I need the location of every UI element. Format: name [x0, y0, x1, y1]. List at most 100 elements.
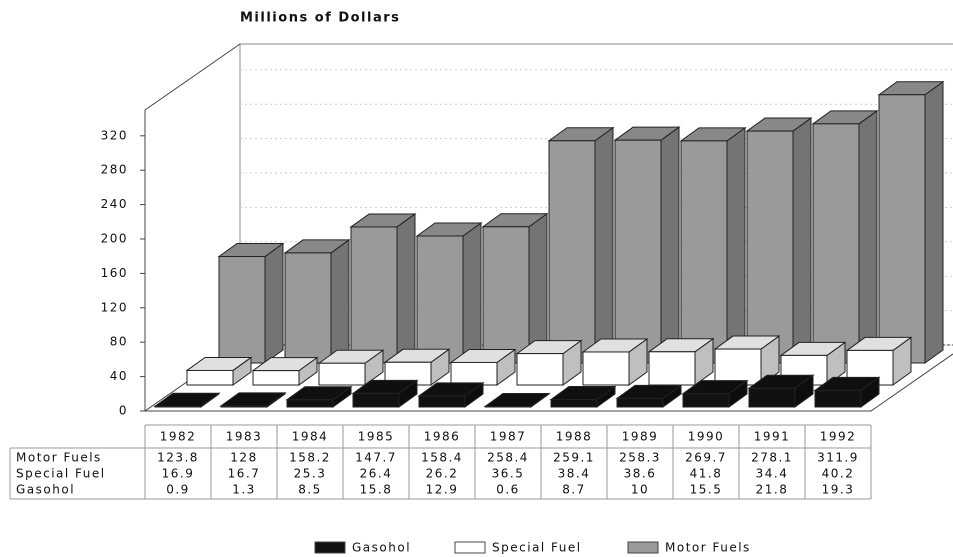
table-value: 38.4: [558, 467, 591, 481]
y-tick-label: 120: [101, 300, 128, 314]
bar: [251, 356, 319, 386]
bar-side: [594, 126, 614, 364]
table-value: 25.3: [294, 467, 327, 481]
table-value: 158.4: [421, 451, 463, 465]
bar: [483, 392, 551, 408]
legend-label: Gasohol: [352, 541, 411, 555]
x-tick-label: 1986: [424, 430, 461, 444]
bar-front: [350, 226, 398, 364]
table-value: 8.7: [562, 483, 586, 497]
legend-swatch: [454, 541, 486, 554]
table-row-label: Motor Fuels: [16, 451, 102, 465]
legend-label: Motor Fuels: [665, 541, 751, 555]
legend-swatch: [627, 541, 659, 554]
x-tick-label: 1987: [490, 430, 527, 444]
bar: [415, 222, 483, 364]
bar: [383, 348, 451, 386]
table-value: 19.3: [822, 483, 855, 497]
bar-front: [482, 226, 530, 364]
bar-front: [814, 389, 862, 408]
bar-front: [680, 140, 728, 364]
bar-front: [614, 139, 662, 364]
x-tick-label: 1990: [688, 430, 725, 444]
y-tick-label: 240: [101, 197, 128, 211]
table-value: 36.5: [492, 467, 525, 481]
y-tick-label: 40: [110, 369, 128, 383]
table-value: 41.8: [690, 467, 723, 481]
bar: [613, 126, 681, 364]
bar-side: [264, 242, 284, 364]
x-tick-label: 1985: [358, 430, 395, 444]
table-value: 12.9: [426, 483, 459, 497]
table-value: 278.1: [751, 451, 793, 465]
x-tick-label: 1992: [820, 430, 857, 444]
bar-top: [153, 392, 221, 407]
bar-front: [484, 405, 532, 408]
table-value: 16.9: [162, 467, 195, 481]
table-value: 40.2: [822, 467, 855, 481]
table-value: 38.6: [624, 467, 657, 481]
bar-top: [483, 392, 551, 407]
bar-front: [682, 393, 730, 408]
x-tick-label: 1983: [226, 430, 263, 444]
bar: [481, 212, 549, 364]
bar-side: [462, 222, 482, 364]
y-tick-label: 280: [101, 163, 128, 177]
bar-front: [218, 256, 266, 364]
bar-front: [550, 399, 598, 408]
bar-front: [220, 405, 268, 408]
table-value: 158.2: [289, 451, 331, 465]
bar-front: [648, 351, 696, 386]
table-value: 15.5: [690, 483, 723, 497]
table-value: 8.5: [298, 483, 322, 497]
bar-front: [616, 397, 664, 408]
table-value: 147.7: [355, 451, 397, 465]
bar-front: [714, 348, 762, 386]
bar-front: [748, 387, 796, 408]
bar-front: [318, 362, 366, 386]
bar: [219, 391, 287, 408]
y-tick-label: 160: [101, 266, 128, 280]
y-tick-label: 0: [119, 404, 128, 418]
bar: [351, 379, 419, 408]
bar: [747, 374, 815, 408]
bar-side: [924, 80, 944, 364]
y-tick-label: 320: [101, 128, 128, 142]
bar: [283, 238, 351, 364]
bar: [679, 126, 747, 364]
bar-front: [450, 361, 498, 386]
table-value: 128: [230, 451, 257, 465]
table-value: 34.4: [756, 467, 789, 481]
bar: [581, 337, 649, 386]
bar: [417, 381, 485, 408]
bar-front: [252, 370, 300, 386]
table-value: 16.7: [228, 467, 261, 481]
table-value: 259.1: [553, 451, 595, 465]
table-value: 123.8: [157, 451, 199, 465]
bar-side: [396, 212, 416, 364]
bar-front: [186, 369, 234, 386]
y-tick-label: 200: [101, 232, 128, 246]
bar: [449, 348, 517, 386]
bar-top: [219, 392, 287, 407]
bar-front: [284, 252, 332, 364]
table-value: 311.9: [817, 451, 859, 465]
x-tick-label: 1984: [292, 430, 329, 444]
bar: [745, 117, 813, 364]
bar-front: [746, 130, 794, 364]
bar: [813, 376, 881, 408]
bar: [681, 379, 749, 408]
bar-front: [548, 140, 596, 364]
bar-front: [516, 353, 564, 386]
bar: [185, 356, 253, 386]
table-value: 15.8: [360, 483, 393, 497]
bar: [349, 212, 417, 364]
table-value: 258.3: [619, 451, 661, 465]
bar-front: [418, 395, 466, 408]
bar-side: [330, 238, 350, 364]
bar-front: [352, 392, 400, 408]
table-value: 21.8: [756, 483, 789, 497]
legend-label: Special Fuel: [492, 541, 582, 555]
bar-side: [660, 126, 680, 364]
